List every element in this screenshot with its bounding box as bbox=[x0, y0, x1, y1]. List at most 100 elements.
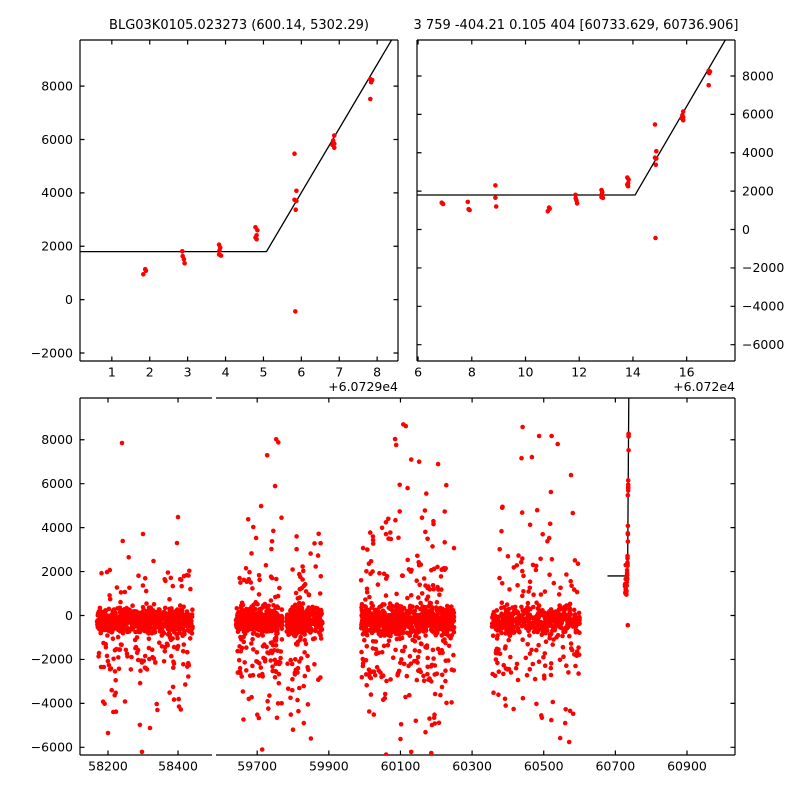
data-point bbox=[451, 652, 456, 658]
cluster-points-layer bbox=[489, 424, 582, 745]
data-point bbox=[570, 510, 576, 516]
data-point bbox=[288, 695, 293, 701]
data-point bbox=[115, 634, 121, 640]
data-point bbox=[532, 676, 538, 682]
data-point bbox=[515, 677, 521, 683]
data-point bbox=[413, 718, 419, 724]
data-point bbox=[256, 573, 262, 578]
data-point bbox=[360, 656, 366, 662]
data-point bbox=[306, 605, 311, 610]
data-point bbox=[115, 622, 120, 627]
data-point bbox=[515, 583, 520, 588]
data-point bbox=[566, 739, 572, 745]
data-point bbox=[564, 572, 569, 577]
x-tick-label: 4 bbox=[222, 365, 230, 380]
data-point bbox=[186, 674, 191, 679]
data-point bbox=[234, 606, 240, 611]
data-point bbox=[300, 577, 305, 582]
data-point bbox=[129, 627, 135, 632]
data-point bbox=[311, 618, 316, 624]
data-point bbox=[381, 626, 387, 631]
data-point bbox=[548, 672, 554, 678]
data-point bbox=[114, 585, 120, 590]
data-point bbox=[140, 604, 146, 610]
data-point bbox=[376, 668, 382, 673]
data-point bbox=[112, 613, 117, 618]
data-point bbox=[171, 644, 177, 650]
data-point bbox=[136, 614, 142, 619]
data-point bbox=[105, 616, 111, 622]
data-point bbox=[375, 582, 381, 587]
data-point bbox=[388, 530, 393, 535]
data-point bbox=[397, 636, 403, 642]
data-point bbox=[296, 600, 302, 606]
data-point bbox=[393, 631, 399, 637]
data-point bbox=[503, 703, 509, 708]
data-point bbox=[110, 608, 116, 614]
data-point bbox=[417, 667, 422, 673]
data-point bbox=[548, 489, 554, 495]
data-point bbox=[364, 644, 370, 649]
data-point bbox=[263, 563, 269, 568]
data-point bbox=[383, 520, 389, 525]
data-point bbox=[399, 657, 404, 662]
data-point bbox=[290, 687, 295, 693]
data-point bbox=[519, 510, 525, 515]
data-point bbox=[253, 623, 258, 629]
data-point bbox=[493, 204, 499, 209]
data-point bbox=[503, 644, 508, 649]
data-point bbox=[543, 639, 549, 644]
data-point bbox=[273, 661, 279, 666]
data-point bbox=[147, 725, 153, 731]
data-point bbox=[302, 673, 308, 679]
data-point bbox=[435, 461, 441, 467]
data-point bbox=[143, 268, 149, 274]
data-point bbox=[493, 183, 498, 188]
bottom-plot-left-segment: 58200 58400 −6000 −4000 −2000 0 2000 4000 6000 80… bbox=[31, 397, 212, 774]
data-point bbox=[279, 607, 285, 612]
data-point bbox=[98, 608, 103, 614]
data-point bbox=[171, 661, 177, 666]
top-right-plot: 6 8 10 12 14 16 −6000 −4000 −2000 0 2000 4000 6000 80… bbox=[414, 39, 784, 380]
data-point bbox=[164, 612, 169, 617]
data-point bbox=[279, 637, 285, 642]
data-point bbox=[567, 708, 573, 714]
data-point bbox=[497, 575, 502, 581]
data-point bbox=[542, 616, 548, 622]
data-point bbox=[520, 556, 525, 561]
data-point bbox=[274, 625, 279, 631]
data-point bbox=[137, 722, 143, 728]
data-point bbox=[170, 627, 176, 633]
data-point bbox=[372, 614, 378, 620]
data-point bbox=[292, 670, 298, 676]
data-point bbox=[184, 609, 190, 614]
data-point bbox=[441, 630, 447, 635]
data-point bbox=[379, 674, 384, 680]
data-point bbox=[430, 583, 436, 588]
data-point bbox=[419, 591, 425, 596]
data-point bbox=[129, 622, 135, 627]
data-point bbox=[165, 570, 171, 575]
data-point bbox=[183, 682, 188, 687]
x-tick-label: 60500 bbox=[524, 759, 564, 774]
event-points-layer bbox=[622, 431, 631, 628]
data-point bbox=[504, 602, 510, 607]
data-point bbox=[418, 612, 424, 617]
data-point bbox=[293, 657, 298, 662]
top-right-plot-title: 3 759 -404.21 0.105 404 [60733.629, 6073… bbox=[414, 18, 739, 33]
x-tick-label: 58200 bbox=[88, 759, 128, 774]
data-point bbox=[541, 655, 546, 660]
data-point bbox=[278, 655, 283, 661]
data-point bbox=[407, 632, 412, 637]
data-point bbox=[363, 620, 369, 626]
data-point bbox=[625, 183, 631, 189]
data-point bbox=[422, 508, 428, 513]
data-point bbox=[366, 615, 372, 621]
data-point bbox=[251, 524, 256, 530]
data-point bbox=[390, 655, 396, 660]
data-point bbox=[496, 647, 501, 652]
data-point bbox=[496, 692, 501, 697]
y-tick-label: −2000 bbox=[31, 345, 73, 360]
data-point bbox=[268, 598, 274, 603]
data-point bbox=[168, 575, 174, 581]
